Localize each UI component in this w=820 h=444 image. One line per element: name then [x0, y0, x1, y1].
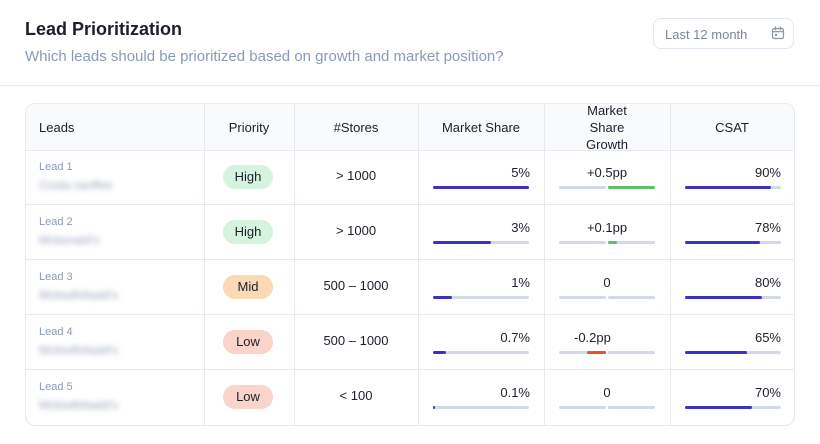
growth-bar-positive-fill [608, 241, 618, 244]
stores-value: < 100 [339, 388, 373, 403]
market-share-value: 1% [511, 275, 530, 290]
csat-bar-fill [685, 351, 748, 354]
csat-value: 80% [754, 275, 781, 290]
lead-label: Lead 4 [39, 326, 73, 338]
date-range-picker[interactable]: Last 12 month [653, 18, 794, 49]
lead-label: Lead 5 [39, 381, 73, 393]
lead-name: Mcbsdfsfaald's [39, 343, 118, 357]
growth-bar-negative-track [559, 241, 606, 244]
csat-value: 65% [754, 330, 781, 345]
csat-value: 78% [754, 220, 781, 235]
priority-badge: High [223, 165, 273, 189]
column-header-stores[interactable]: #Stores [333, 119, 379, 135]
table-row[interactable]: Lead 2 Mcbonald's High > 1000 3% +0.1pp 78% [26, 205, 794, 260]
market-share-bar [433, 351, 529, 354]
market-share-growth-value: +0.5pp [586, 165, 628, 180]
column-header-market-share-growth[interactable]: Market Share Growth [586, 103, 628, 152]
stores-value: 500 – 1000 [323, 333, 389, 348]
growth-bar-negative-fill [587, 351, 606, 354]
market-share-bar-fill [433, 351, 447, 354]
lead-name: Mcbsdfsfaald's [39, 288, 118, 302]
stores-value: 500 – 1000 [323, 278, 389, 293]
csat-bar [685, 296, 781, 299]
csat-value: 90% [754, 165, 781, 180]
column-header-priority[interactable]: Priority [228, 119, 270, 135]
csat-bar [685, 351, 781, 354]
growth-bar-positive-fill [608, 186, 655, 189]
growth-bar-positive-track [608, 241, 655, 244]
table-row[interactable]: Lead 4 Mcbsdfsfaald's Low 500 – 1000 0.7% -0.… [26, 315, 794, 370]
lead-name: Costa saoffee [39, 178, 113, 192]
table-header-row: Leads Priority #Stores Market Share Mark… [26, 103, 794, 152]
csat-bar-fill [685, 241, 760, 244]
csat-bar [685, 241, 781, 244]
column-header-market-share[interactable]: Market Share [441, 119, 521, 135]
table-row[interactable]: Lead 5 Mcbsdfsfaald's Low < 100 0.1% 0 70% [26, 370, 794, 425]
market-share-value: 0.7% [500, 330, 530, 345]
lead-label: Lead 2 [39, 216, 73, 228]
lead-name: Mcbsdfsfaald's [39, 398, 118, 412]
page-subtitle: Which leads should be prioritized based … [25, 48, 504, 65]
growth-bar-positive-track [608, 296, 655, 299]
priority-badge: Low [223, 330, 273, 354]
date-range-label: Last 12 month [665, 27, 748, 42]
market-share-value: 0.1% [500, 385, 530, 400]
market-share-growth-value: 0 [603, 385, 611, 400]
csat-bar-fill [685, 406, 753, 409]
growth-bar-negative-track [559, 406, 606, 409]
priority-badge: Mid [223, 275, 273, 299]
market-share-bar-fill [433, 241, 491, 244]
lead-name: Mcbonald's [39, 233, 100, 247]
page-title: Lead Prioritization [25, 19, 183, 39]
growth-bar-positive-track [608, 351, 655, 354]
growth-bar-negative-track [559, 186, 606, 189]
column-divider [204, 104, 205, 425]
column-divider [418, 104, 419, 425]
market-share-bar [433, 296, 529, 299]
market-share-value: 3% [511, 220, 530, 235]
market-share-value: 5% [511, 165, 530, 180]
market-share-bar-fill [433, 406, 435, 409]
csat-bar [685, 406, 781, 409]
market-share-growth-value: -0.2pp [574, 330, 611, 345]
page-header: Lead Prioritization Which leads should b… [0, 0, 820, 86]
market-share-bar-fill [433, 186, 529, 189]
market-share-bar [433, 406, 529, 409]
leads-table: Leads Priority #Stores Market Share Mark… [25, 103, 795, 426]
column-divider [294, 104, 295, 425]
calendar-icon [771, 26, 785, 40]
table-row[interactable]: Lead 3 Mcbsdfsfaald's Mid 500 – 1000 1% 0 80% [26, 260, 794, 315]
csat-bar [685, 186, 781, 189]
market-share-growth-value: +0.1pp [586, 220, 628, 235]
stores-value: > 1000 [335, 223, 377, 238]
market-share-growth-value: 0 [603, 275, 611, 290]
table-row[interactable]: Lead 1 Costa saoffee High > 1000 5% +0.5pp 90% [26, 150, 794, 205]
priority-badge: Low [223, 385, 273, 409]
column-divider [544, 104, 545, 425]
lead-label: Lead 1 [39, 161, 73, 173]
market-share-bar [433, 241, 529, 244]
csat-bar-fill [685, 296, 762, 299]
growth-bar-positive-track [608, 406, 655, 409]
column-header-csat[interactable]: CSAT [715, 119, 749, 135]
growth-bar-positive-track [608, 186, 655, 189]
priority-badge: High [223, 220, 273, 244]
market-share-bar [433, 186, 529, 189]
csat-bar-fill [685, 186, 772, 189]
csat-value: 70% [754, 385, 781, 400]
column-divider [670, 104, 671, 425]
market-share-bar-fill [433, 296, 453, 299]
column-header-leads[interactable]: Leads [39, 119, 75, 135]
lead-label: Lead 3 [39, 271, 73, 283]
growth-bar-negative-track [559, 296, 606, 299]
stores-value: > 1000 [335, 168, 377, 183]
growth-bar-negative-track [559, 351, 606, 354]
